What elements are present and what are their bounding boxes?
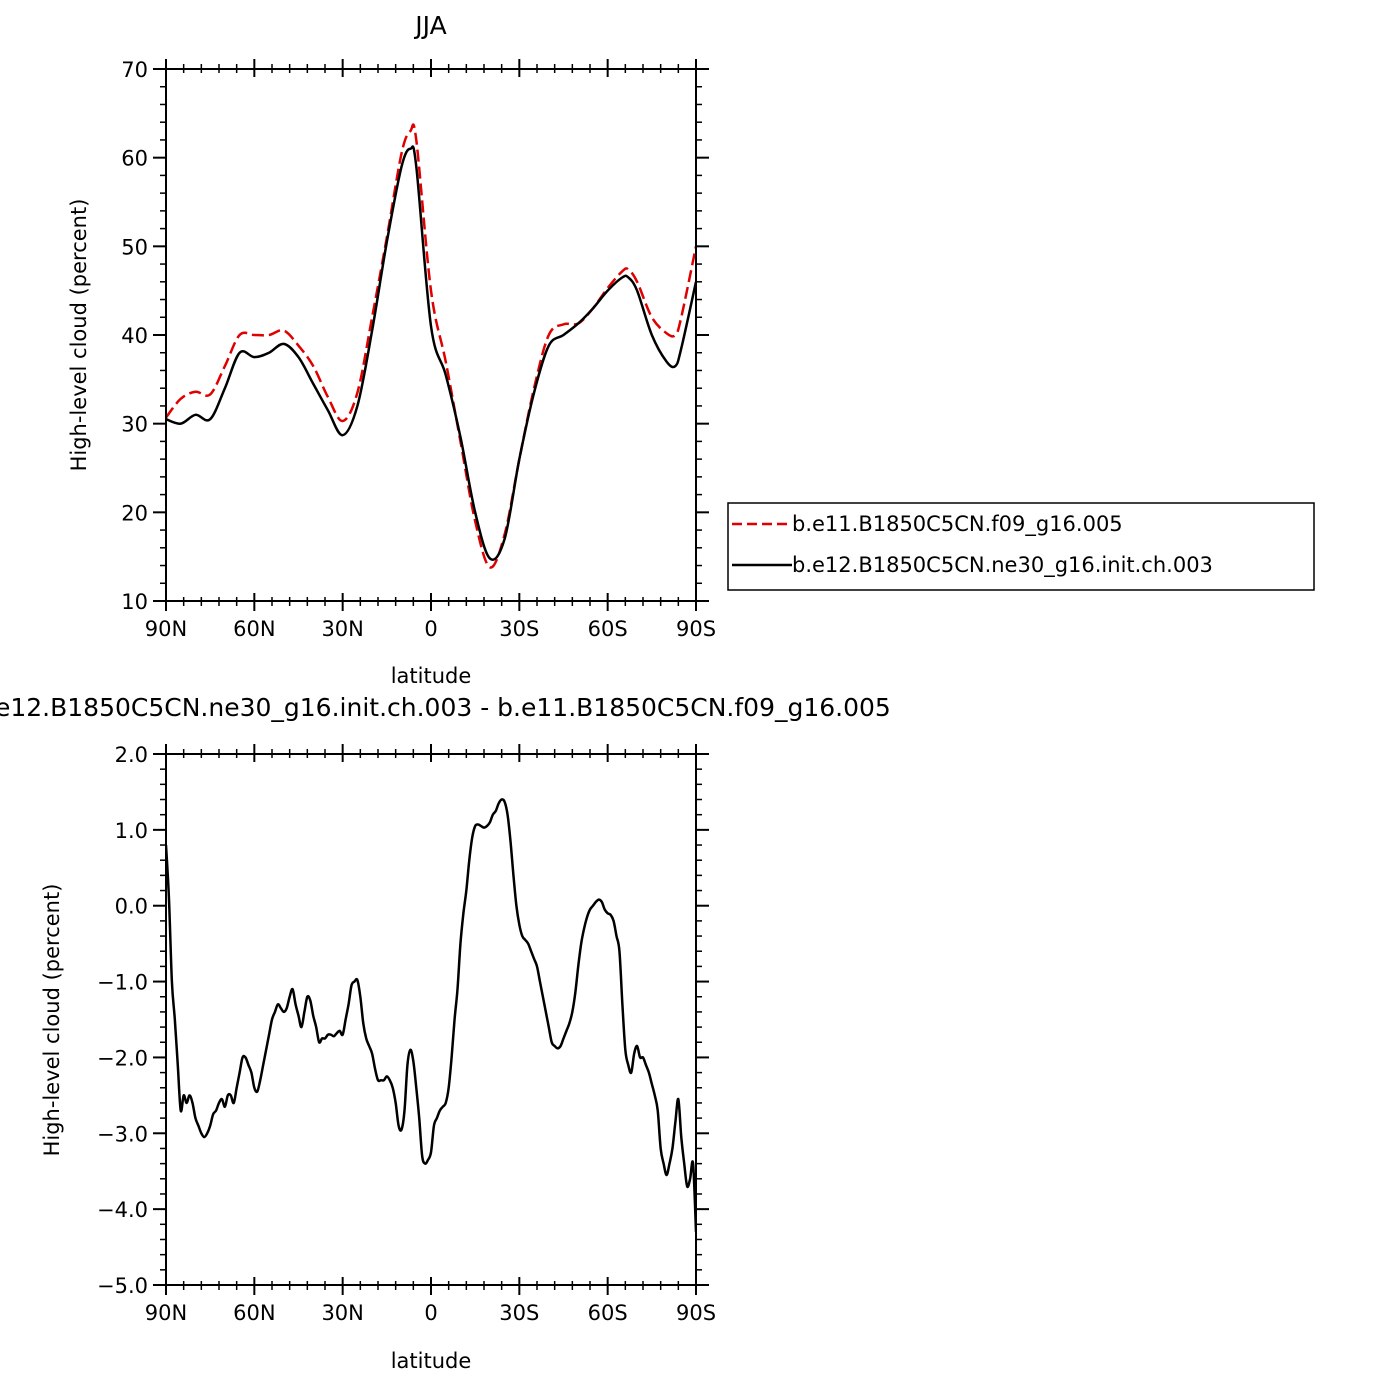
series-line-1 — [166, 798, 696, 1232]
x-tick-label: 30S — [499, 617, 539, 641]
axis-ticks — [153, 744, 709, 1295]
y-tick-label: 1.0 — [115, 819, 148, 843]
y-tick-labels: −5.0 −4.0 −3.0 −2.0 −1.0 0.0 1.0 2.0 — [97, 743, 148, 1298]
series-line-1 — [166, 123, 696, 569]
x-tick-labels: 90N 60N 30N 0 30S 60S 90S — [145, 617, 716, 641]
legend-label-series-1: b.e11.B1850C5CN.f09_g16.005 — [792, 512, 1123, 537]
y-tick-label: 50 — [121, 235, 148, 259]
x-axis-label: latitude — [391, 1349, 472, 1373]
plot-frame — [165, 753, 697, 1286]
x-tick-label: 30N — [321, 1301, 363, 1325]
plot-frame — [165, 68, 697, 602]
x-tick-label: 90N — [145, 617, 187, 641]
legend: b.e11.B1850C5CN.f09_g16.005 b.e12.B1850C… — [727, 502, 1315, 591]
x-tick-label: 0 — [424, 617, 437, 641]
chart-title: b.e12.B1850C5CN.ne30_g16.init.ch.003 - b… — [0, 693, 891, 722]
y-tick-label: 40 — [121, 324, 148, 348]
x-tick-label: 0 — [424, 1301, 437, 1325]
y-axis-label: High-level cloud (percent) — [67, 199, 91, 472]
y-tick-label: −3.0 — [97, 1122, 148, 1146]
y-tick-label: −4.0 — [97, 1198, 148, 1222]
x-tick-labels: 90N 60N 30N 0 30S 60S 90S — [145, 1301, 716, 1325]
legend-box — [727, 502, 1315, 591]
legend-label-series-2: b.e12.B1850C5CN.ne30_g16.init.ch.003 — [792, 553, 1213, 578]
y-tick-label: 10 — [121, 590, 148, 614]
x-tick-label: 60N — [233, 617, 275, 641]
x-axis-label: latitude — [391, 664, 472, 688]
x-tick-label: 60S — [588, 1301, 628, 1325]
y-tick-label: −5.0 — [97, 1274, 148, 1298]
bottom-chart: b.e12.B1850C5CN.ne30_g16.init.ch.003 - b… — [0, 693, 891, 1373]
y-tick-label: 2.0 — [115, 743, 148, 767]
y-tick-label: 20 — [121, 501, 148, 525]
x-tick-label: 90N — [145, 1301, 187, 1325]
top-chart: JJA 90N 60N 30N 0 30S 60S 90S 10 20 30 40 50 60 70 l… — [67, 11, 1315, 688]
y-axis-label: High-level cloud (percent) — [40, 884, 64, 1157]
y-tick-label: 0.0 — [115, 895, 148, 919]
x-tick-label: 30S — [499, 1301, 539, 1325]
series-layer — [166, 798, 696, 1232]
chart-title: JJA — [413, 11, 446, 40]
y-tick-label: 60 — [121, 147, 148, 171]
y-tick-labels: 10 20 30 40 50 60 70 — [121, 58, 148, 614]
series-line-2 — [166, 145, 696, 561]
x-tick-label: 90S — [676, 617, 716, 641]
series-layer — [166, 123, 696, 569]
axis-ticks — [153, 59, 709, 611]
x-tick-label: 90S — [676, 1301, 716, 1325]
x-tick-label: 30N — [321, 617, 363, 641]
y-tick-label: −2.0 — [97, 1046, 148, 1070]
x-tick-label: 60N — [233, 1301, 275, 1325]
x-tick-label: 60S — [588, 617, 628, 641]
y-tick-label: 30 — [121, 413, 148, 437]
y-tick-label: −1.0 — [97, 971, 148, 995]
y-tick-label: 70 — [121, 58, 148, 82]
